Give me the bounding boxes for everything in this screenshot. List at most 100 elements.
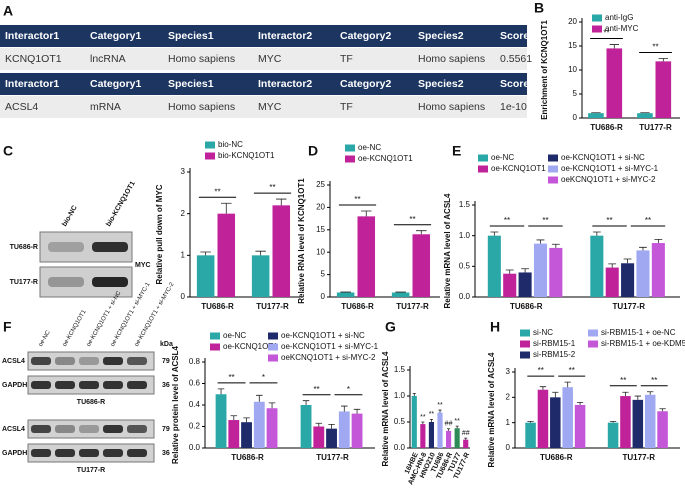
significance: * [262,373,265,382]
legend-label: oe-KCNQ1OT1 + si-MYC-1 [561,164,659,173]
y-tick-label: 20 [316,203,325,212]
legend-label: oe-KCNQ1OT1 + si-NC [561,153,645,162]
y-tick-label: 0.6 [189,379,201,388]
blot-band [55,425,75,433]
x-tick-label: TU686-R [201,302,234,311]
legend-swatch [592,25,602,33]
legend-label: oe-KCNQ1OT1 + si-MYC-1 [281,342,379,351]
panel-label: D [308,143,318,159]
y-axis-label: Relative mRNA level of ACSL4 [443,193,452,309]
error-bar [639,246,647,251]
significance: ** [269,183,275,192]
y-tick-label: 0.5 [459,261,471,270]
legend-swatch [520,329,530,337]
error-bar [647,391,654,395]
y-tick-label: 0 [181,292,186,301]
error-bar [551,243,560,248]
error-bar [421,421,425,425]
y-tick-label: 0 [506,443,511,452]
blot-band [55,357,75,365]
error-bar [455,425,459,429]
lane-label: bio-KCNQ1OT1 [105,180,137,228]
bar [657,411,668,448]
y-tick-label: 1 [506,418,511,427]
legend-swatch [478,154,488,162]
kda-label: 36 [162,450,170,457]
blot-band [31,381,51,389]
y-axis-label: Relative mRNA level of ACSL4 [487,352,496,468]
error-bar [268,402,276,409]
significance: ** [437,402,443,409]
blot-band [103,357,123,365]
header-cell: Interactor2 [258,30,312,42]
y-tick-label: 0 [321,292,326,301]
blot-band [31,357,51,365]
significance: ** [651,376,657,385]
bar [503,273,517,297]
panel-label: H [490,319,500,335]
y-tick-label: 5 [321,270,326,279]
error-bar [464,437,468,440]
table-header [0,25,527,47]
significance: ** [569,366,575,375]
legend-label: si-RBM15-1 [533,339,576,348]
cell: Homo sapiens [418,101,485,113]
x-tick-label: TU177-R [639,123,672,132]
significance: * [347,385,350,394]
error-bar [592,231,601,236]
significance: ** [538,366,544,375]
y-tick-label: 1.5 [459,200,471,209]
x-tick-label: TU686-R [590,123,623,132]
blot-band [31,425,51,433]
blot-band [55,449,75,457]
error-bar [539,386,547,390]
error-bar [623,258,632,264]
y-tick-label: 15 [316,225,325,234]
bar [272,205,291,297]
cell: MYC [258,101,282,113]
header-cell: Category2 [340,78,392,90]
legend-label: oe-NC [491,153,514,162]
bar [357,216,376,297]
significance: ** [606,216,612,225]
significance: ** [354,195,360,204]
legend-label: oe-KCNQ1OT1 [358,154,413,163]
y-axis-label: Enrichment of KCNQ1OT1 [540,20,549,120]
y-tick-label: 1.5 [394,365,406,374]
significance: ** [620,376,626,385]
legend-swatch [345,144,355,152]
protein-label: MYC [135,262,151,269]
kda-label: 36 [162,382,170,389]
bar [518,272,532,297]
bar [300,405,312,448]
cell: TF [340,53,353,65]
table-row [0,96,527,118]
lane-label: bio-NC [61,205,79,228]
legend-swatch [520,351,530,359]
header-cell: Species2 [418,30,464,42]
x-tick-label: TU177-R [256,302,289,311]
bar [651,243,665,297]
bar [251,255,270,297]
blot-band [127,381,147,389]
bar [588,113,604,118]
bar [313,426,325,448]
error-bar [353,408,361,414]
legend-label: oe-KCNQ1OT1 + si-NC [281,331,365,340]
error-bar [256,394,263,402]
error-bar [302,400,310,405]
bar [217,213,236,297]
cell: 0.5561 [500,53,532,65]
error-bar [447,428,451,431]
bar [253,401,265,448]
y-tick-label: 0.0 [189,443,201,452]
error-bar [608,263,617,268]
bar [637,113,653,118]
header-cell: Species1 [168,30,214,42]
blot-band [103,425,123,433]
bar [644,394,656,448]
bar [326,428,337,448]
row-label: TU686-R [10,244,38,251]
significance: ** [313,385,319,394]
legend-swatch [520,340,530,348]
